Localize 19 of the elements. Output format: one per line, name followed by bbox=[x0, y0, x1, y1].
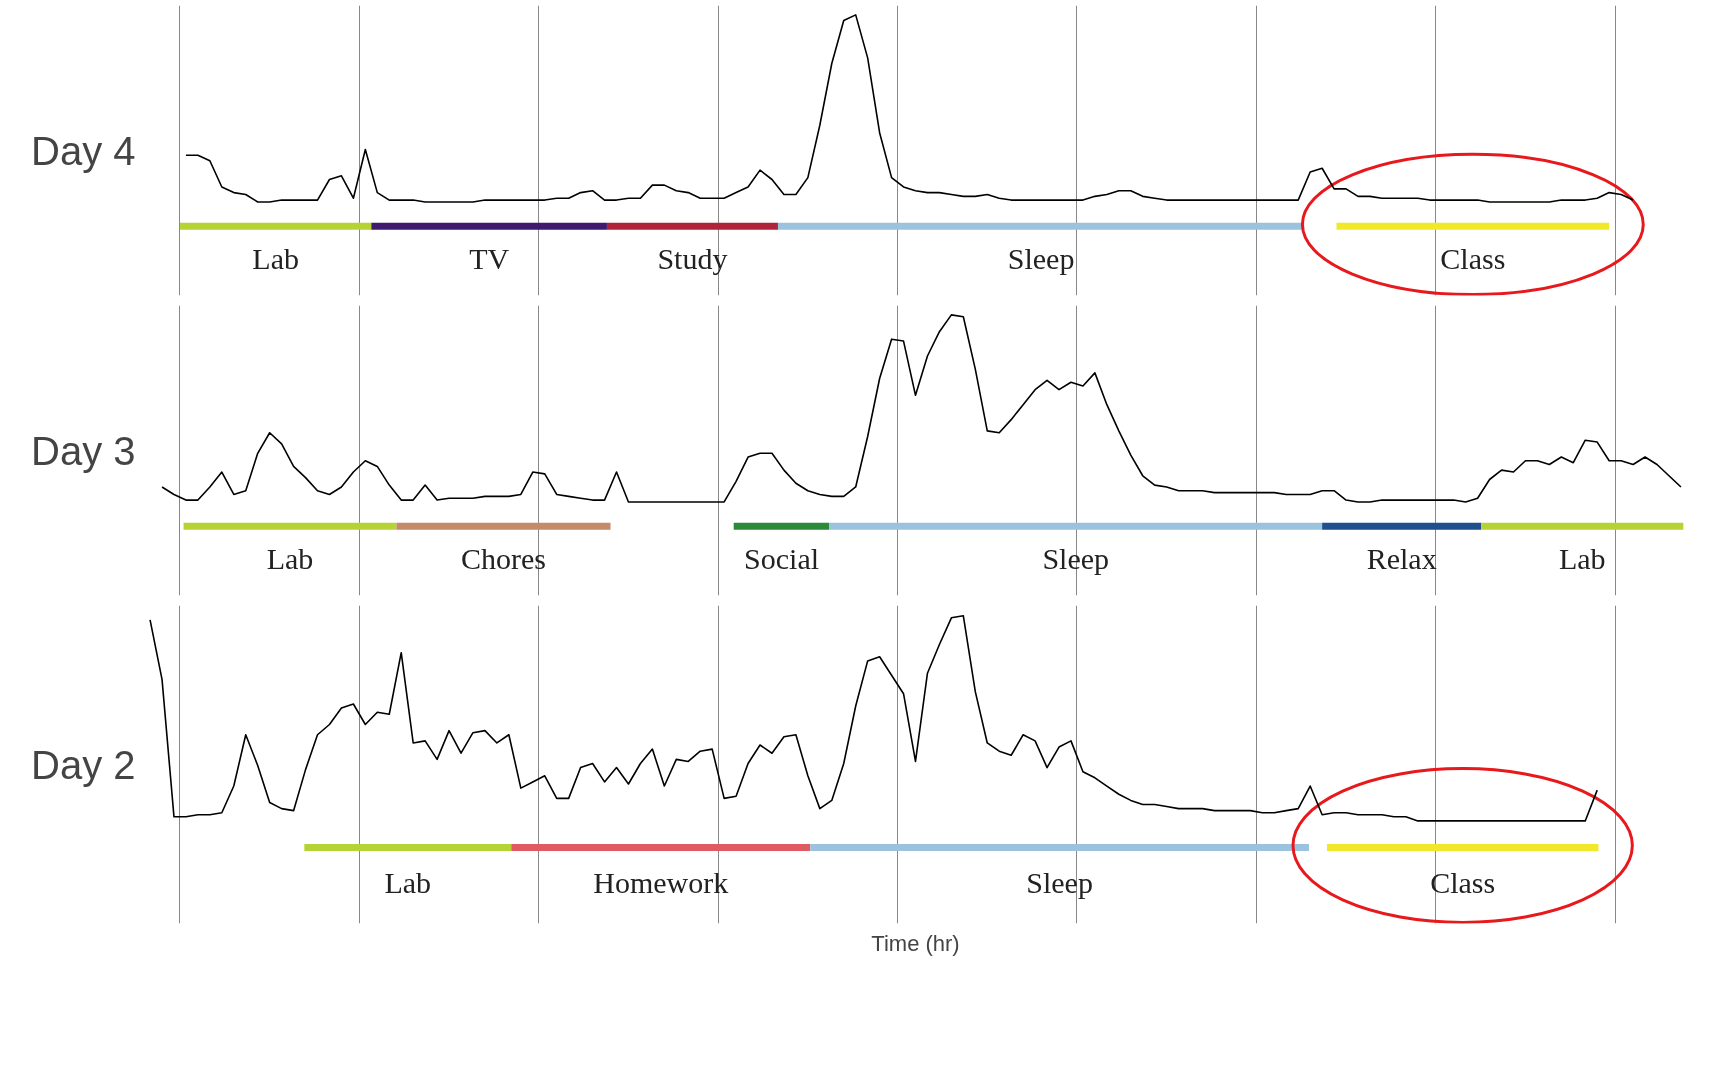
y-axis-title: Day 3 bbox=[31, 428, 136, 473]
text: Relax bbox=[1366, 541, 1437, 575]
text: Social bbox=[744, 541, 820, 575]
y-axis-title: Day 4 bbox=[31, 128, 136, 173]
text: Lab bbox=[384, 865, 432, 899]
text: Lab bbox=[1558, 541, 1606, 575]
text: TV bbox=[469, 241, 510, 275]
text: Sleep bbox=[1007, 241, 1075, 275]
text: Homework bbox=[593, 865, 729, 899]
text: Sleep bbox=[1026, 865, 1093, 899]
text: Lab bbox=[252, 241, 299, 275]
text: Sleep bbox=[1042, 541, 1110, 575]
text: Chores bbox=[460, 541, 546, 575]
text: Study bbox=[657, 241, 728, 275]
text: Class bbox=[1430, 865, 1496, 899]
x-axis-title: Time (hr) bbox=[871, 930, 960, 956]
text: Lab bbox=[266, 541, 314, 575]
text: Class bbox=[1440, 241, 1506, 275]
y-axis-title: Day 2 bbox=[31, 742, 136, 787]
